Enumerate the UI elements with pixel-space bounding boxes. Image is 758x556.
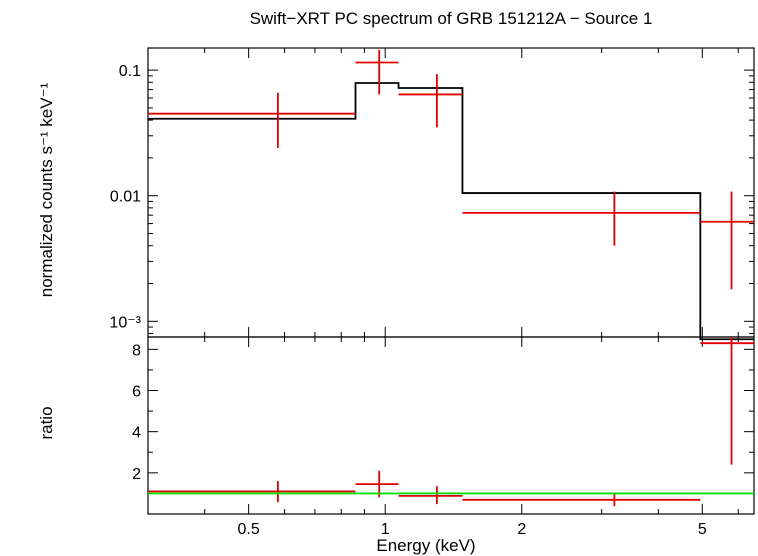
ratio-frame — [147, 336, 755, 515]
spectrum-data-point — [148, 92, 356, 148]
bottom-y-axis-label: ratio — [37, 406, 56, 439]
spectrum-data-point — [355, 49, 399, 95]
ratio-y-tick-label: 2 — [132, 466, 141, 483]
top-y-axis-label: normalized counts s⁻¹ keV⁻¹ — [37, 82, 56, 297]
x-tick-label: 5 — [698, 521, 707, 538]
ratio-data-point — [462, 493, 701, 507]
x-tick-label: 0.5 — [238, 521, 260, 538]
spectrum-data-point — [398, 74, 463, 128]
ratio-data-point — [148, 481, 356, 503]
ratio-y-tick-label: 6 — [132, 384, 141, 401]
x-tick-label: 1 — [381, 521, 390, 538]
ratio-y-tick-label: 4 — [132, 425, 141, 442]
spectrum-y-tick-label: 0.01 — [110, 189, 141, 206]
ratio-data-point — [700, 337, 754, 465]
ratio-y-tick-label: 8 — [132, 342, 141, 359]
spectrum-y-tick-label: 10⁻³ — [109, 314, 141, 331]
ratio-data-point — [398, 486, 463, 505]
spectrum-panel: 0.1 0.01 10⁻³ — [109, 47, 755, 341]
x-axis-label: Energy (keV) — [376, 536, 475, 555]
x-tick-label: 2 — [517, 521, 526, 538]
chart-title: Swift−XRT PC spectrum of GRB 151212A − S… — [250, 9, 653, 28]
spectrum-data-point — [462, 191, 701, 246]
spectrum-y-tick-label: 0.1 — [119, 63, 141, 80]
ratio-panel: 0.5 1 2 5 2 4 6 8 — [132, 336, 755, 538]
spectrum-data-point — [700, 191, 754, 290]
model-step-line — [148, 82, 754, 341]
